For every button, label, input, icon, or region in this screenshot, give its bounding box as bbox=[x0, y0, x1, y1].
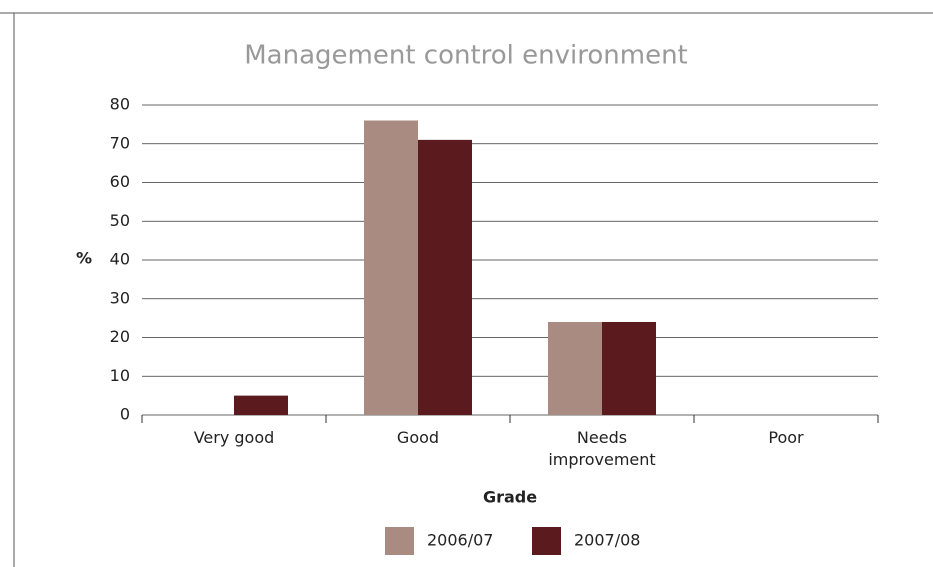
y-tick-label: 50 bbox=[110, 211, 130, 230]
bar bbox=[418, 139, 472, 415]
legend-label: 2006/07 bbox=[427, 531, 493, 550]
y-tick-label: 10 bbox=[110, 366, 130, 385]
x-axis-label: Grade bbox=[483, 488, 537, 507]
legend-swatch bbox=[385, 527, 414, 555]
y-tick-label: 20 bbox=[110, 327, 130, 346]
bar bbox=[364, 120, 418, 415]
y-tick-label: 80 bbox=[110, 95, 130, 114]
bar bbox=[234, 395, 288, 415]
x-tick-label: Needs improvement bbox=[548, 428, 656, 469]
y-axis-label: % bbox=[76, 249, 92, 268]
y-tick-label: 0 bbox=[120, 405, 130, 424]
chart-title: Management control environment bbox=[244, 41, 688, 71]
legend-label: 2007/08 bbox=[574, 531, 640, 550]
bar bbox=[548, 322, 602, 415]
x-tick-label: Poor bbox=[768, 428, 804, 447]
y-tick-label: 60 bbox=[110, 172, 130, 191]
y-tick-label: 40 bbox=[110, 250, 130, 269]
x-tick-label: Good bbox=[396, 428, 440, 447]
legend-swatch bbox=[532, 527, 561, 555]
x-tick-label: Very good bbox=[193, 428, 275, 447]
y-tick-label: 30 bbox=[110, 288, 130, 307]
y-tick-label: 70 bbox=[110, 133, 130, 152]
bar bbox=[602, 322, 656, 415]
